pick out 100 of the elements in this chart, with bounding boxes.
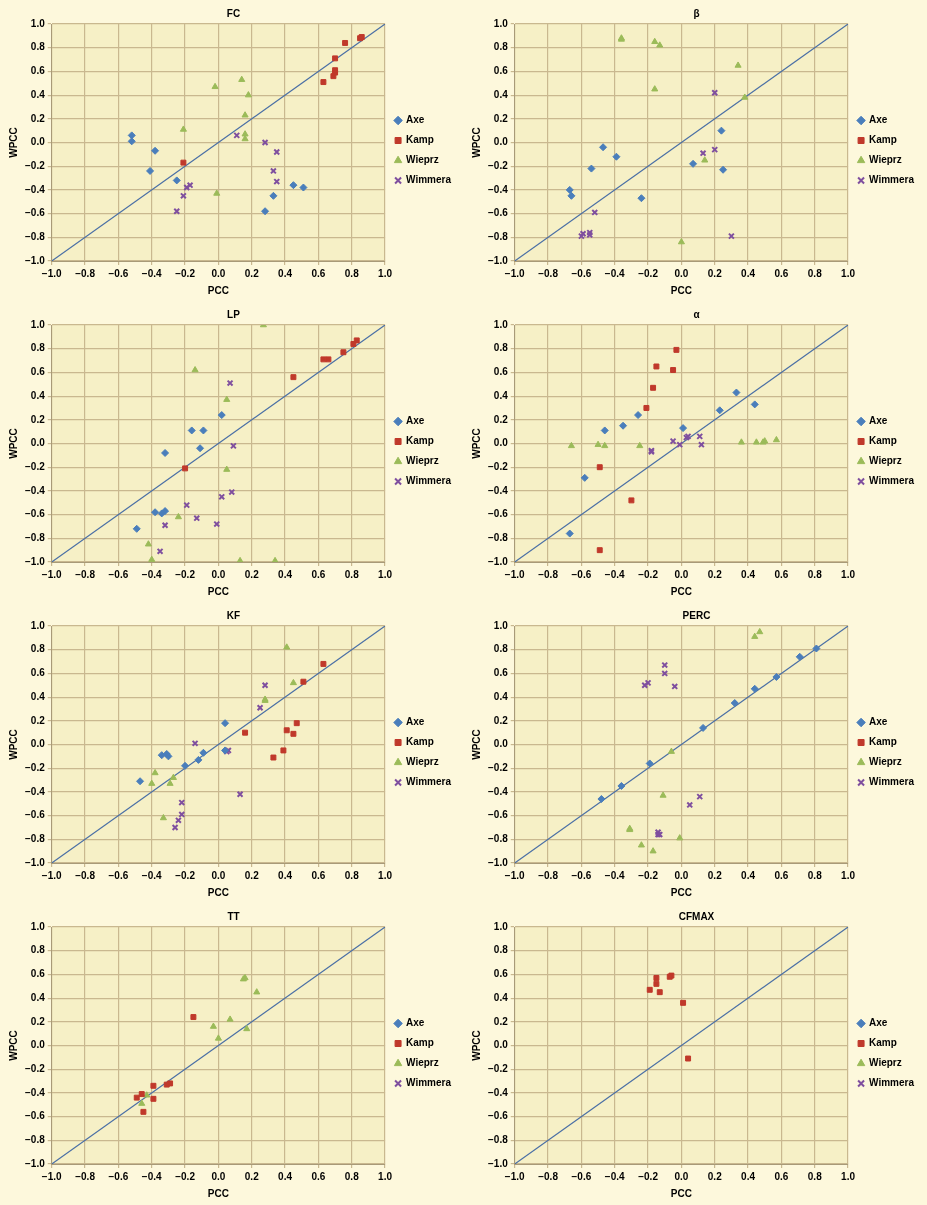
legend-label: Kamp	[406, 736, 434, 748]
x-tick-label: −1.0	[41, 869, 63, 881]
y-tick-label: −0.4	[487, 785, 509, 797]
x-tick-label: 0.0	[211, 267, 226, 279]
x-axis-title: PCC	[670, 585, 692, 597]
legend-label: Wimmera	[869, 1077, 915, 1089]
y-tick-label: −0.4	[24, 183, 46, 195]
chart-title: CFMAX	[678, 910, 715, 922]
x-tick-label: 0.4	[741, 568, 756, 580]
y-axis-title: WPCC	[470, 127, 482, 158]
y-tick-label: −0.2	[24, 159, 46, 171]
x-tick-label: 0.8	[807, 1170, 823, 1182]
x-tick-label: 0.2	[244, 869, 260, 881]
y-tick-label: −1.0	[487, 254, 509, 266]
x-tick-label: −1.0	[41, 568, 63, 580]
x-tick-label: 0.6	[774, 267, 789, 279]
chart-title: FC	[226, 7, 241, 19]
x-tick-label: −0.6	[108, 568, 129, 580]
x-tick-label: −0.2	[175, 568, 196, 580]
y-tick-label: 0.4	[493, 690, 509, 702]
x-tick-label: −0.8	[75, 568, 96, 580]
y-tick-label: 0.8	[30, 41, 46, 53]
y-axis-title: WPCC	[7, 428, 19, 459]
x-tick-label: −0.2	[175, 267, 196, 279]
x-tick-label: 0.4	[278, 869, 293, 881]
y-tick-label: −0.4	[487, 183, 509, 195]
x-tick-label: 0.0	[674, 568, 689, 580]
y-tick-label: 0.6	[493, 667, 509, 679]
x-tick-label: 0.6	[774, 869, 789, 881]
y-tick-label: 0.4	[493, 88, 509, 100]
legend-label: Wieprz	[406, 154, 439, 166]
y-tick-label: −0.8	[487, 1134, 509, 1146]
x-tick-label: −0.8	[75, 869, 96, 881]
x-tick-label: 0.6	[311, 869, 326, 881]
y-tick-label: 0.0	[493, 1039, 509, 1051]
y-tick-label: 0.6	[30, 968, 46, 980]
y-axis-title: WPCC	[470, 729, 482, 760]
x-tick-label: 0.4	[278, 568, 293, 580]
x-axis-title: PCC	[670, 1187, 692, 1199]
chart-title: LP	[227, 308, 241, 320]
chart-title: α	[693, 308, 701, 320]
x-tick-label: −0.6	[571, 869, 592, 881]
y-tick-label: −0.6	[24, 1110, 46, 1122]
x-tick-label: −0.8	[538, 267, 559, 279]
legend-label: Kamp	[869, 435, 897, 447]
x-tick-label: −0.4	[604, 568, 626, 580]
x-tick-label: 1.0	[378, 869, 393, 881]
y-tick-label: 0.4	[30, 690, 46, 702]
x-tick-label: 0.6	[311, 1170, 326, 1182]
x-tick-label: 1.0	[378, 267, 393, 279]
y-tick-label: −0.8	[24, 1134, 46, 1146]
x-tick-label: 0.2	[244, 1170, 260, 1182]
y-axis-title: WPCC	[7, 1030, 19, 1061]
x-tick-label: 0.8	[344, 568, 360, 580]
y-tick-label: 0.6	[493, 366, 509, 378]
y-tick-label: 0.2	[493, 112, 509, 124]
x-tick-label: 0.2	[707, 1170, 723, 1182]
x-tick-label: −0.6	[571, 568, 592, 580]
x-tick-label: −0.4	[141, 568, 163, 580]
y-tick-label: −1.0	[24, 1157, 46, 1169]
y-tick-label: 0.2	[30, 112, 46, 124]
legend-label: Kamp	[869, 134, 897, 146]
x-tick-label: −0.6	[108, 869, 129, 881]
y-tick-label: −1.0	[24, 555, 46, 567]
x-tick-label: −1.0	[504, 1170, 526, 1182]
x-tick-label: −0.6	[571, 1170, 592, 1182]
x-tick-label: −0.8	[538, 1170, 559, 1182]
x-tick-label: 1.0	[841, 1170, 856, 1182]
y-tick-label: −0.6	[24, 508, 46, 520]
y-tick-label: 0.2	[30, 1015, 46, 1027]
legend-label: Kamp	[869, 736, 897, 748]
y-tick-label: −0.6	[487, 1110, 509, 1122]
x-tick-label: −0.4	[604, 1170, 626, 1182]
y-axis-title: WPCC	[470, 1030, 482, 1061]
x-tick-label: −1.0	[41, 1170, 63, 1182]
y-tick-label: 0.2	[493, 1015, 509, 1027]
x-tick-label: 0.0	[674, 267, 689, 279]
x-tick-label: 0.8	[807, 869, 823, 881]
y-tick-label: −0.6	[487, 809, 509, 821]
x-tick-label: 1.0	[841, 568, 856, 580]
legend-label: Wieprz	[406, 1057, 439, 1069]
x-tick-label: −0.4	[141, 267, 163, 279]
y-tick-label: 0.0	[30, 738, 46, 750]
y-tick-label: 1.0	[493, 619, 509, 631]
x-tick-label: 0.4	[741, 1170, 756, 1182]
legend-label: Wieprz	[869, 1057, 902, 1069]
y-tick-label: 0.6	[493, 968, 509, 980]
legend-label: Kamp	[406, 1037, 434, 1049]
x-axis-title: PCC	[207, 1187, 229, 1199]
legend-label: Wieprz	[869, 756, 902, 768]
x-tick-label: 0.8	[807, 568, 823, 580]
y-tick-label: −0.4	[24, 785, 46, 797]
legend-label: Wieprz	[869, 455, 902, 467]
x-tick-label: 0.4	[278, 267, 293, 279]
legend-label: Axe	[406, 716, 425, 728]
x-tick-label: 1.0	[378, 568, 393, 580]
x-tick-label: 0.2	[707, 568, 723, 580]
y-tick-label: 0.6	[493, 65, 509, 77]
x-tick-label: −1.0	[504, 869, 526, 881]
x-axis-title: PCC	[207, 585, 229, 597]
